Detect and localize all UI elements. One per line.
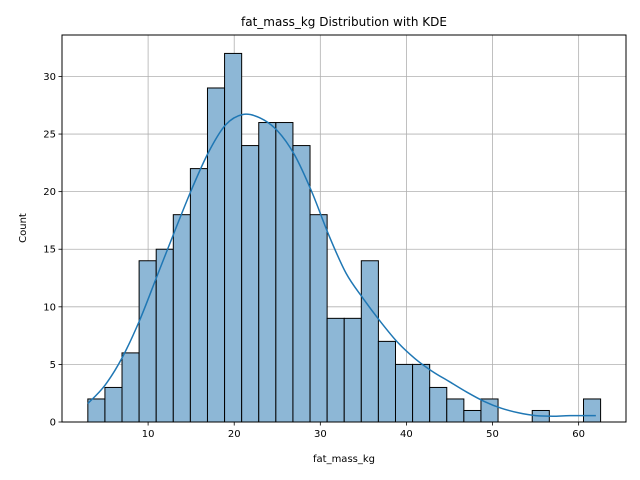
- histogram-bar: [224, 52, 243, 423]
- x-tick-label: 40: [400, 429, 413, 440]
- histogram-bar: [121, 352, 140, 423]
- histogram-bar: [360, 260, 379, 423]
- histogram-bar: [463, 409, 482, 423]
- histogram-bar: [155, 248, 174, 423]
- x-tick-label: 30: [314, 429, 327, 440]
- y-axis-title: Count: [18, 213, 29, 243]
- y-tick-label: 15: [43, 245, 56, 256]
- histogram-bar: [343, 317, 362, 423]
- x-tick-label: 60: [572, 429, 585, 440]
- kde-line: [87, 113, 596, 417]
- x-tick-label: 10: [142, 429, 155, 440]
- histogram-bar: [241, 145, 260, 423]
- histogram-bar: [189, 168, 208, 423]
- histogram-bar: [326, 317, 345, 423]
- histogram-bar: [104, 386, 123, 423]
- x-tick-label: 50: [486, 429, 499, 440]
- histogram-bar: [429, 386, 448, 423]
- histogram-bars: [87, 52, 602, 423]
- y-axis-ticks: 0 5 10 15 20 25 30: [43, 72, 62, 429]
- y-tick-label: 0: [50, 418, 56, 429]
- plot-frame: [61, 34, 627, 423]
- histogram-bar: [377, 340, 396, 423]
- histogram-bar: [583, 398, 602, 423]
- histogram-bar: [309, 214, 328, 423]
- histogram-bar: [172, 214, 191, 423]
- x-axis-title: fat_mass_kg: [313, 454, 375, 465]
- histogram-bar: [258, 122, 277, 423]
- histogram-bar: [87, 398, 106, 423]
- histogram-bar: [446, 398, 465, 423]
- y-tick-label: 10: [43, 302, 56, 313]
- y-tick-label: 30: [43, 72, 56, 83]
- histogram-bar: [275, 122, 294, 423]
- y-tick-label: 20: [43, 187, 56, 198]
- histogram-bar: [292, 145, 311, 423]
- x-tick-label: 20: [228, 429, 241, 440]
- chart-title: fat_mass_kg Distribution with KDE: [241, 15, 447, 29]
- x-axis-ticks: 10 20 30 40 50 60: [142, 422, 585, 440]
- kde-layer: [87, 113, 596, 417]
- histogram-bar: [412, 363, 431, 423]
- histogram-bar: [394, 363, 414, 423]
- histogram-bar: [480, 398, 499, 423]
- y-tick-label: 5: [50, 360, 56, 371]
- y-tick-label: 25: [43, 130, 56, 141]
